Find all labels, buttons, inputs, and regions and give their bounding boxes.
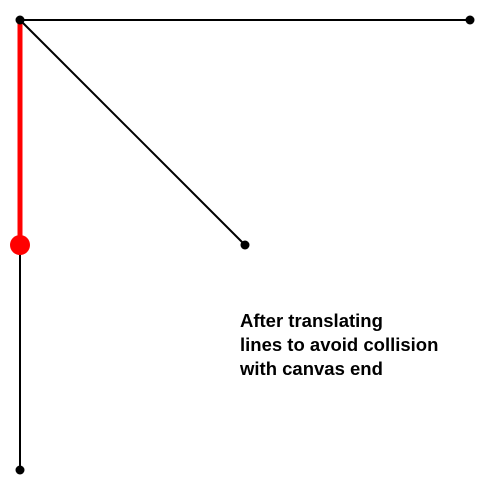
caption: After translating lines to avoid collisi… bbox=[240, 309, 480, 381]
diagonal-end-point bbox=[241, 241, 250, 250]
origin-point bbox=[16, 16, 25, 25]
bottom-point bbox=[16, 466, 25, 475]
top-right-point bbox=[466, 16, 475, 25]
caption-line-2: lines to avoid collision bbox=[240, 333, 480, 357]
highlight-point bbox=[10, 235, 30, 255]
diagonal-line bbox=[20, 20, 245, 245]
caption-line-3: with canvas end bbox=[240, 357, 480, 381]
caption-line-1: After translating bbox=[240, 309, 480, 333]
